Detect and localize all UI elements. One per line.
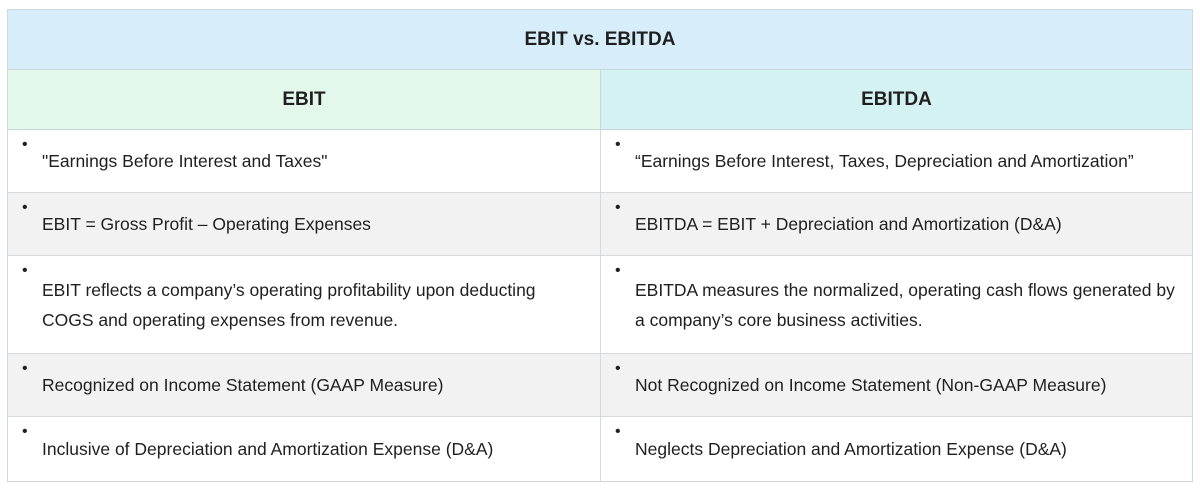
comparison-table: EBIT vs. EBITDA EBIT EBITDA • "Earnings … [7, 9, 1193, 482]
ebitda-cell: • EBITDA measures the normalized, operat… [601, 256, 1192, 353]
bullet-icon: • [615, 262, 621, 279]
cell-text: "Earnings Before Interest and Taxes" [42, 151, 328, 171]
ebit-cell: • EBIT = Gross Profit – Operating Expens… [8, 193, 601, 255]
ebit-cell: • EBIT reflects a company’s operating pr… [8, 256, 601, 353]
column-header-ebit: EBIT [8, 70, 601, 129]
bullet-icon: • [615, 199, 621, 216]
cell-text: Recognized on Income Statement (GAAP Mea… [42, 375, 444, 395]
table-row-definition: • "Earnings Before Interest and Taxes" •… [8, 130, 1192, 193]
bullet-icon: • [22, 199, 28, 216]
ebit-cell: • "Earnings Before Interest and Taxes" [8, 130, 601, 192]
cell-text: EBIT reflects a company’s operating prof… [42, 279, 536, 330]
ebitda-cell: • EBITDA = EBIT + Depreciation and Amort… [601, 193, 1192, 255]
bullet-icon: • [615, 136, 621, 153]
cell-text: EBITDA = EBIT + Depreciation and Amortiz… [635, 214, 1062, 234]
table-row-description: • EBIT reflects a company’s operating pr… [8, 256, 1192, 354]
ebitda-cell: • Not Recognized on Income Statement (No… [601, 354, 1192, 416]
table-row-da-treatment: • Inclusive of Depreciation and Amortiza… [8, 417, 1192, 481]
ebitda-cell: • “Earnings Before Interest, Taxes, Depr… [601, 130, 1192, 192]
cell-text: Neglects Depreciation and Amortization E… [635, 439, 1067, 459]
bullet-icon: • [22, 360, 28, 377]
ebitda-cell: • Neglects Depreciation and Amortization… [601, 417, 1192, 481]
cell-text: Inclusive of Depreciation and Amortizati… [42, 439, 494, 459]
bullet-icon: • [22, 262, 28, 279]
table-row-recognition: • Recognized on Income Statement (GAAP M… [8, 354, 1192, 417]
bullet-icon: • [615, 360, 621, 377]
cell-text: Not Recognized on Income Statement (Non-… [635, 375, 1107, 395]
ebit-cell: • Inclusive of Depreciation and Amortiza… [8, 417, 601, 481]
bullet-icon: • [615, 423, 621, 440]
table-title: EBIT vs. EBITDA [8, 10, 1192, 70]
table-row-formula: • EBIT = Gross Profit – Operating Expens… [8, 193, 1192, 256]
cell-text: EBITDA measures the normalized, operatin… [635, 279, 1175, 330]
bullet-icon: • [22, 423, 28, 440]
cell-text: “Earnings Before Interest, Taxes, Deprec… [635, 151, 1134, 171]
bullet-icon: • [22, 136, 28, 153]
column-header-row: EBIT EBITDA [8, 70, 1192, 130]
cell-text: EBIT = Gross Profit – Operating Expenses [42, 214, 371, 234]
column-header-ebitda: EBITDA [601, 70, 1192, 129]
ebit-cell: • Recognized on Income Statement (GAAP M… [8, 354, 601, 416]
